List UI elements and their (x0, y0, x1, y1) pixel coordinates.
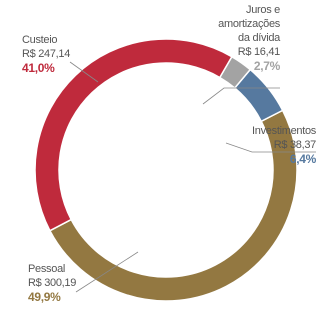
value-label: R$ 38,37 (273, 139, 317, 151)
value-label: R$ 247,14 (22, 48, 71, 60)
percent-label: 2,7% (253, 59, 280, 73)
percent-label: 6,4% (289, 152, 316, 166)
leader-line (69, 61, 99, 83)
value-label: R$ 16,41 (237, 46, 281, 58)
category: Investimentos (252, 125, 316, 137)
leader-line (75, 251, 139, 293)
slice (48, 109, 298, 302)
slice (233, 68, 284, 123)
category: Pessoal (28, 263, 66, 275)
percent-label: 41,0% (22, 61, 55, 75)
label: Investimentos R$ 38,37 6,4% (236, 124, 316, 166)
category: Custeio (22, 34, 58, 46)
value-label: R$ 300,19 (28, 277, 77, 289)
percent-label: 49,9% (28, 290, 61, 304)
label: Pessoal R$ 300,19 49,9% (28, 262, 76, 304)
leader-line (225, 142, 316, 153)
slice (34, 38, 233, 232)
label: Juros e amortizações da dívida R$ 16,41 … (205, 3, 280, 73)
category: Juros e amortizações da dívida (218, 4, 280, 44)
label: Custeio R$ 247,14 41,0% (22, 33, 70, 75)
leader-line (202, 87, 280, 105)
